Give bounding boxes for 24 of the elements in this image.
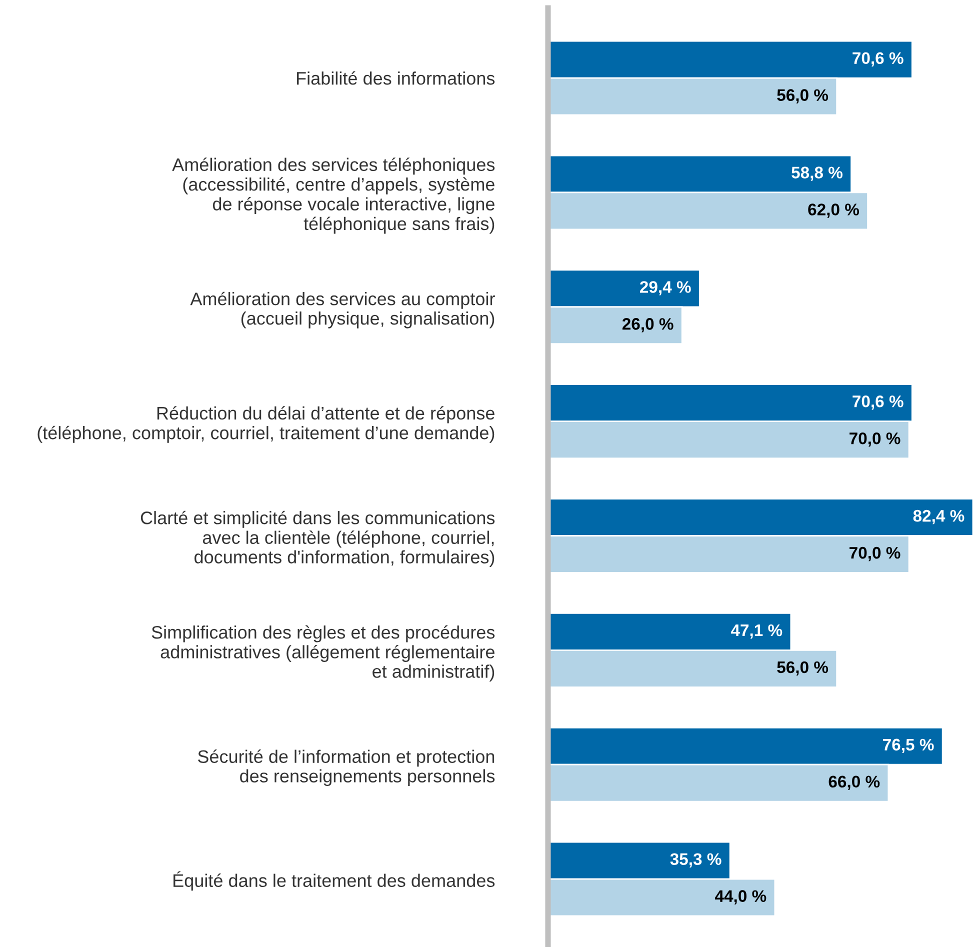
data-label: 58,8 % bbox=[792, 166, 843, 181]
data-label: 44,0 % bbox=[714, 890, 766, 904]
data-label: 47,1 % bbox=[730, 624, 782, 639]
data-label: 56,0 % bbox=[777, 661, 828, 676]
y-tick-label: Équité dans le traitement des demandes bbox=[174, 871, 495, 891]
data-label: 35,3 % bbox=[670, 853, 722, 868]
y-tick-label: Réduction du délai d’attente et de réponse (téléphone, comptoir, courriel, traitement d’une demande) bbox=[38, 406, 494, 443]
data-label: 26,0 % bbox=[622, 318, 674, 332]
data-label: 56,0 % bbox=[777, 89, 828, 104]
data-label: 76,5 % bbox=[883, 738, 934, 754]
data-label: 82,4 % bbox=[913, 510, 964, 524]
data-label: 70,0 % bbox=[850, 432, 900, 447]
data-label: 29,4 % bbox=[640, 281, 691, 296]
y-tick-label: Simplification des règles et des procédures administratives (allégement réglementaire et administratif) bbox=[152, 625, 495, 682]
data-label: 70,0 % bbox=[850, 546, 900, 562]
data-label: 70,6 % bbox=[852, 396, 904, 410]
y-tick-label: Clarté et simplicité dans les communications avec la clientèle (téléphone, courriel, documents d'information, formulaires) bbox=[140, 510, 495, 568]
y-tick-label: Sécurité de l’information et protection des renseignements personnels bbox=[198, 750, 495, 786]
data-label: 70,6 % bbox=[852, 52, 904, 66]
data-label: 62,0 % bbox=[808, 204, 860, 218]
y-tick-label: Amélioration des services au comptoir (accueil physique, signalisation) bbox=[190, 292, 495, 328]
y-tick-label: Amélioration des services téléphoniques (accessibilité, centre d’appels, système de réponse vocale interactive, ligne téléphonique sans frais) bbox=[172, 158, 495, 234]
data-label: 66,0 % bbox=[828, 776, 880, 790]
y-tick-label: Fiabilité des informations bbox=[297, 71, 495, 85]
